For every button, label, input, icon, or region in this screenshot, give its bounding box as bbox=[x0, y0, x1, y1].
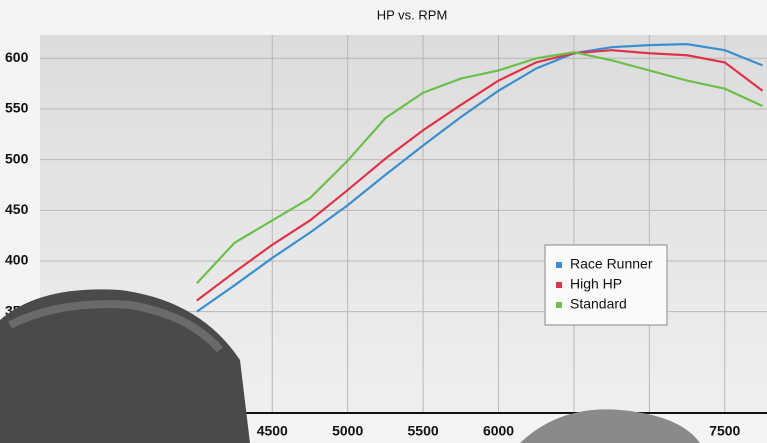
x-tick-label: 7500 bbox=[709, 423, 740, 439]
legend-label: Standard bbox=[570, 296, 627, 312]
decor-part bbox=[520, 409, 700, 443]
series-line bbox=[196, 43, 763, 313]
x-tick-label: 5000 bbox=[332, 423, 363, 439]
legend bbox=[544, 244, 668, 326]
legend-swatch bbox=[556, 262, 562, 268]
chart-title: HP vs. RPM bbox=[377, 7, 448, 22]
x-tick-label: 5500 bbox=[408, 423, 439, 439]
legend-swatch bbox=[556, 282, 562, 288]
legend-swatch bbox=[556, 302, 562, 308]
y-tick-label: 550 bbox=[5, 100, 29, 116]
series-line bbox=[196, 49, 764, 302]
y-tick-label: 400 bbox=[5, 252, 29, 268]
decor-ridge bbox=[8, 300, 224, 353]
legend-label: Race Runner bbox=[570, 256, 653, 272]
series-line bbox=[196, 51, 763, 285]
y-tick-label: 600 bbox=[5, 49, 29, 65]
y-tick-label: 450 bbox=[5, 201, 29, 217]
y-tick-label: 500 bbox=[5, 150, 29, 166]
x-tick-label: 4500 bbox=[257, 423, 288, 439]
legend-label: High HP bbox=[570, 276, 622, 292]
x-tick-label: 6000 bbox=[483, 423, 514, 439]
